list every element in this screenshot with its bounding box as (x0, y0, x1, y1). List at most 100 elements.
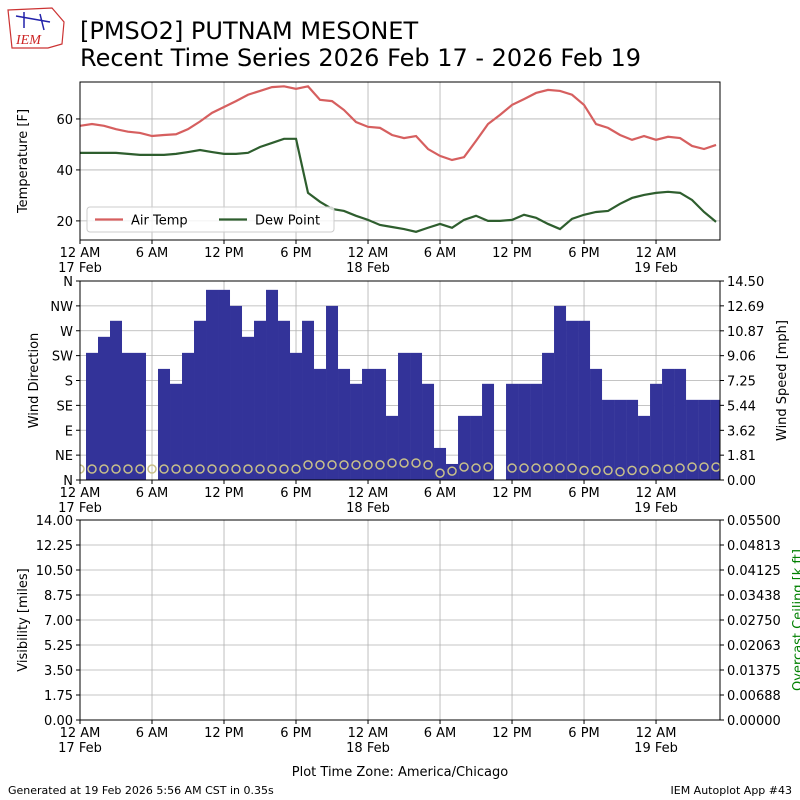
bar (662, 368, 675, 480)
plot-frame (79, 519, 721, 721)
y-axis-label: Wind Direction (27, 333, 42, 429)
bar (218, 289, 231, 480)
bar (530, 383, 543, 480)
bar (98, 336, 111, 480)
point (435, 468, 445, 478)
bar (626, 399, 639, 480)
y-tick-label: 1.75 (44, 689, 73, 704)
y2-tick-label: 0.03438 (727, 589, 781, 604)
point (171, 464, 181, 474)
bar (290, 352, 303, 480)
y-axis-label: Temperature [F] (16, 109, 31, 214)
x-tick-label: 6 AM (135, 486, 169, 501)
bar (434, 447, 447, 480)
y2-tick-label: 0.00688 (727, 689, 781, 704)
y2-axis-label: Wind Speed [mph] (775, 320, 790, 441)
legend-label: Air Temp (131, 214, 188, 229)
y-tick-label: 7.00 (44, 614, 73, 629)
y-tick-label: 20 (56, 215, 73, 230)
bar (362, 368, 375, 480)
bar (638, 415, 651, 480)
x-tick-label: 12 AM 18 Feb (346, 726, 390, 756)
x-tick-label: 12 PM (204, 246, 244, 261)
bar (230, 305, 243, 480)
point (99, 464, 109, 474)
x-tick-label: 12 PM (492, 486, 532, 501)
x-tick-label: 12 PM (492, 246, 532, 261)
y2-tick-label: 0.04813 (727, 539, 781, 554)
bar (398, 352, 411, 480)
bar (710, 399, 720, 480)
legend-label: Dew Point (255, 214, 320, 229)
x-tick-label: 6 PM (568, 246, 600, 261)
plot (80, 281, 720, 480)
plot (80, 82, 720, 240)
bar (686, 399, 699, 480)
point (663, 464, 673, 474)
point (279, 464, 289, 474)
plot-frame (79, 81, 721, 241)
y2-tick-label: 0.00000 (727, 714, 781, 729)
x-tick-label: 12 PM (492, 726, 532, 741)
y2-tick-label: 0.04125 (727, 564, 781, 579)
bar (578, 320, 591, 480)
y-axis-label: Visibility [miles] (16, 568, 31, 671)
x-tick-label: 6 PM (568, 726, 600, 741)
logo: IEM (7, 7, 65, 49)
bar (482, 383, 495, 480)
bar (602, 399, 615, 480)
subtitle: Recent Time Series 2026 Feb 17 - 2026 Fe… (80, 44, 642, 72)
point (411, 458, 421, 468)
point (639, 465, 649, 476)
point (447, 466, 457, 476)
bar (506, 383, 519, 480)
point (555, 463, 565, 473)
bar (554, 305, 567, 480)
plot (80, 520, 720, 720)
point (231, 464, 241, 474)
y2-tick-label: 14.50 (727, 275, 764, 290)
y-tick-label: 5.25 (44, 639, 73, 654)
y2-tick-label: 0.05500 (727, 514, 781, 529)
line (80, 85, 717, 162)
y-tick-label: 40 (56, 164, 73, 179)
bar (242, 336, 255, 480)
point (567, 463, 577, 473)
footer-right: IEM Autoplot App #43 (670, 784, 793, 797)
point (219, 464, 229, 474)
x-axis-label: Plot Time Zone: America/Chicago (292, 765, 508, 780)
title: [PMSO2] PUTNAM MESONET (80, 17, 419, 45)
point (483, 462, 493, 472)
point (303, 460, 313, 470)
y-tick-label: W (60, 325, 73, 340)
y2-tick-label: 9.06 (727, 350, 756, 365)
x-tick-label: 6 AM (423, 486, 457, 501)
bar (182, 352, 195, 480)
x-tick-label: 12 AM 18 Feb (346, 486, 390, 516)
bar (374, 368, 387, 480)
point (351, 460, 361, 470)
y2-tick-label: 0.00 (727, 474, 756, 489)
point (627, 465, 637, 476)
bar (350, 383, 363, 480)
bar (134, 352, 147, 480)
y-tick-label: 3.50 (44, 664, 73, 679)
bar (614, 399, 627, 480)
y2-tick-label: 7.25 (727, 375, 756, 390)
point (315, 460, 325, 470)
point (375, 460, 385, 470)
bar (542, 352, 555, 480)
point (507, 463, 517, 473)
point (123, 464, 133, 474)
y-tick-label: N (63, 474, 73, 489)
point (87, 464, 97, 474)
y2-tick-label: 10.87 (727, 325, 764, 340)
bar (122, 352, 135, 480)
y2-axis-label: Overcast Ceiling [k ft] (791, 549, 800, 691)
point (195, 464, 205, 474)
bar (650, 383, 663, 480)
x-tick-label: 12 AM 18 Feb (346, 246, 390, 276)
y2-tick-label: 5.44 (727, 399, 756, 414)
y2-tick-label: 0.02063 (727, 639, 781, 654)
